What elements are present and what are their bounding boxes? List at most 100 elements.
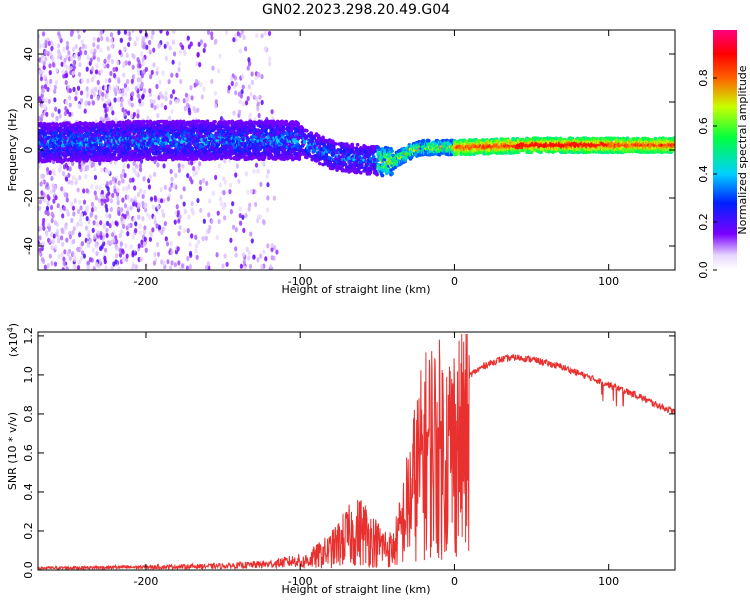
heatmap-cell — [172, 183, 176, 189]
heatmap-cell — [50, 218, 54, 224]
heatmap-cell — [213, 90, 218, 96]
heatmap-cell — [61, 69, 65, 75]
heatmap-cell — [46, 86, 50, 92]
heatmap-cell — [110, 232, 115, 238]
heatmap-cell — [56, 54, 61, 60]
heatmap-cell — [267, 30, 272, 37]
heatmap-cell — [118, 49, 122, 55]
heatmap-cell — [106, 197, 110, 203]
heatmap-cell — [255, 96, 259, 102]
heatmap-cell — [141, 193, 145, 200]
heatmap-cell — [237, 109, 242, 115]
heatmap-cell — [45, 79, 49, 85]
heatmap-cell — [260, 33, 264, 39]
heatmap-cell — [46, 237, 51, 243]
heatmap-cell — [168, 186, 172, 192]
heatmap-cell — [190, 160, 194, 166]
heatmap-cell — [242, 152, 247, 157]
heatmap-cell — [94, 184, 99, 190]
heatmap-cell — [60, 61, 64, 67]
heatmap-cell — [80, 241, 85, 247]
heatmap-cell — [42, 64, 46, 71]
heatmap-cell — [96, 37, 101, 43]
heatmap-cell — [162, 198, 166, 204]
heatmap-cell — [266, 182, 270, 188]
heatmap-cell — [68, 95, 72, 101]
heatmap-cell — [237, 178, 241, 184]
heatmap-cell — [144, 66, 148, 73]
heatmap-cell — [257, 112, 261, 119]
heatmap-cell — [122, 186, 126, 192]
heatmap-cell — [103, 247, 108, 253]
heatmap-cell — [105, 36, 109, 42]
heatmap-cell — [61, 170, 66, 177]
heatmap-cell — [195, 254, 199, 260]
heatmap-cell — [113, 159, 117, 165]
heatmap-cell — [92, 36, 96, 42]
heatmap-cell — [121, 168, 126, 174]
heatmap-cell — [86, 54, 90, 60]
heatmap-cell — [62, 256, 66, 262]
heatmap-cell — [92, 161, 96, 167]
heatmap-cell — [96, 56, 101, 63]
heatmap-cell — [198, 179, 203, 185]
heatmap-cell — [53, 88, 57, 94]
heatmap-cell — [131, 30, 135, 33]
heatmap-cell — [177, 66, 181, 73]
heatmap-cell — [160, 259, 164, 265]
heatmap-cell — [99, 245, 103, 252]
heatmap-cell — [73, 53, 77, 60]
heatmap-cell — [142, 176, 146, 182]
heatmap-cell — [243, 46, 248, 52]
heatmap-cell — [132, 111, 136, 118]
heatmap-cell — [38, 199, 42, 205]
heatmap-cell — [45, 111, 49, 117]
heatmap-cell — [118, 252, 123, 258]
heatmap-cell — [181, 44, 185, 51]
heatmap-cell — [117, 266, 121, 270]
heatmap-cell — [41, 87, 45, 94]
heatmap-cell — [85, 66, 89, 72]
heatmap-cell — [93, 205, 97, 211]
heatmap-cell — [159, 198, 164, 204]
heatmap-cell — [188, 250, 193, 256]
heatmap-cell — [62, 260, 66, 266]
heatmap-cell — [139, 77, 143, 83]
heatmap-cell — [217, 219, 221, 225]
heatmap-cell — [122, 72, 126, 78]
heatmap-cell — [155, 103, 160, 109]
heatmap-cell — [153, 219, 157, 225]
heatmap-cell — [266, 168, 270, 175]
heatmap-cell — [149, 196, 154, 202]
heatmap-cell — [38, 225, 43, 232]
heatmap-cell — [119, 102, 124, 108]
heatmap-cell — [72, 238, 76, 244]
heatmap-cell — [49, 50, 53, 56]
heatmap-cell — [183, 105, 187, 112]
heatmap-cell — [93, 190, 97, 196]
heatmap-cell — [55, 67, 59, 73]
heatmap-cell — [123, 203, 128, 209]
heatmap-cell — [160, 229, 164, 236]
heatmap-cell — [202, 218, 206, 224]
heatmap-cell — [110, 43, 114, 49]
heatmap-cell — [157, 197, 161, 204]
heatmap-cell — [91, 227, 95, 233]
heatmap-cell — [167, 79, 171, 85]
heatmap-cell — [39, 251, 43, 257]
heatmap-cell — [223, 253, 227, 259]
heatmap-cell — [208, 224, 212, 231]
heatmap-cell — [207, 212, 211, 218]
heatmap-cell — [153, 105, 157, 111]
heatmap-cell — [68, 166, 72, 172]
heatmap-cell — [270, 242, 274, 248]
heatmap-cell — [117, 97, 121, 103]
heatmap-cell — [213, 103, 218, 109]
heatmap-cell — [69, 129, 74, 134]
heatmap-cell — [224, 30, 229, 35]
heatmap-cell — [120, 207, 124, 213]
heatmap-cell — [68, 111, 72, 117]
heatmap-cell — [230, 80, 234, 87]
heatmap-cell — [181, 163, 185, 169]
heatmap-cell — [50, 175, 54, 182]
